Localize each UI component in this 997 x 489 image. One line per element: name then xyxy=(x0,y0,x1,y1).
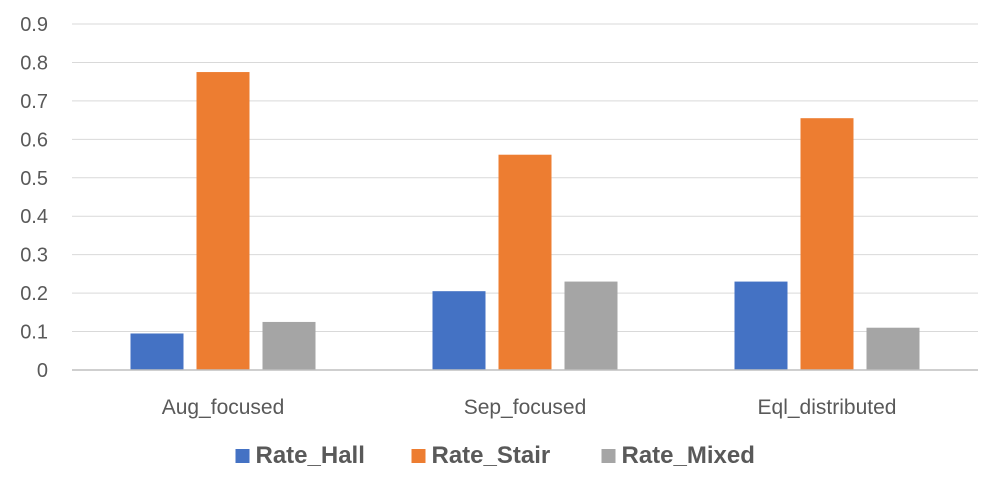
bar-rate-mixed-sep-focused xyxy=(564,281,618,370)
legend-swatch xyxy=(601,449,616,463)
legend-label: Rate_Hall xyxy=(256,442,365,469)
y-tick-label: 0.5 xyxy=(20,168,48,190)
legend-swatch xyxy=(411,449,426,463)
y-tick-label: 0.1 xyxy=(20,322,48,344)
legend: Rate_Hall Rate_Stair Rate_Mixed xyxy=(235,442,755,469)
x-category-label: Eql_distributed xyxy=(758,396,897,419)
bar-rate-stair-aug-focused xyxy=(196,72,250,371)
bar-rate-mixed-eql-distributed xyxy=(866,327,920,370)
x-category-label: Aug_focused xyxy=(162,396,285,419)
y-tick-label: 0.6 xyxy=(20,129,48,151)
bar-rate-hall-eql-distributed xyxy=(734,281,788,370)
bar-rate-hall-sep-focused xyxy=(432,291,486,370)
bar-rate-mixed-aug-focused xyxy=(262,321,316,370)
y-tick-label: 0 xyxy=(37,360,48,382)
y-tick-label: 0.8 xyxy=(20,52,48,74)
legend-swatch xyxy=(235,449,250,463)
bar-rate-stair-eql-distributed xyxy=(800,118,854,370)
y-tick-label: 0.3 xyxy=(20,245,48,267)
bar-rate-hall-aug-focused xyxy=(130,333,184,370)
legend-label: Rate_Stair xyxy=(432,442,551,469)
legend-label: Rate_Mixed xyxy=(622,442,755,469)
y-tick-label: 0.4 xyxy=(20,206,48,228)
x-category-label: Sep_focused xyxy=(464,396,587,419)
y-tick-label: 0.9 xyxy=(20,14,48,36)
y-tick-label: 0.7 xyxy=(20,91,48,113)
bars xyxy=(130,72,920,371)
x-axis-category-labels: Aug_focused Sep_focused Eql_distributed xyxy=(162,396,897,419)
y-tick-label: 0.2 xyxy=(20,283,48,305)
bar-rate-stair-sep-focused xyxy=(498,154,552,370)
y-axis-tick-labels: 0 0.1 0.2 0.3 0.4 0.5 0.6 0.7 0.8 0.9 xyxy=(20,14,48,382)
